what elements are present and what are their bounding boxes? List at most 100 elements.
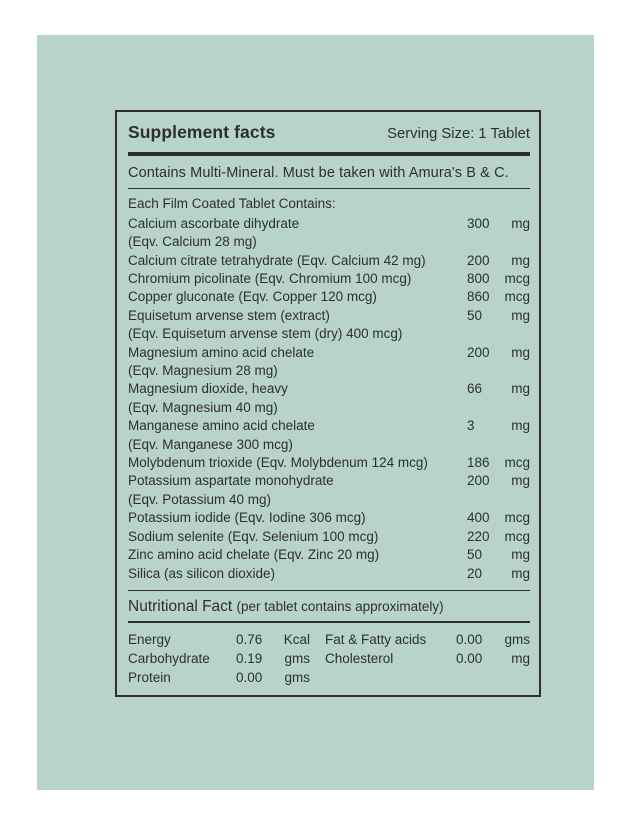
ingredient-amount: [467, 233, 501, 251]
ingredient-amount: 50: [467, 307, 483, 323]
nutrition-value: 0.76: [236, 632, 263, 648]
ingredient-amount: [467, 399, 501, 417]
nutritional-fact-subtitle: (per tablet contains approximately): [236, 599, 444, 615]
nutrition-value: 0.00: [456, 632, 483, 648]
ingredient-unit: mg: [511, 381, 530, 397]
supplement-facts-title: Supplement facts: [128, 122, 276, 142]
ingredient-amount: 200: [467, 473, 490, 489]
ingredient-amount: 200: [467, 252, 490, 268]
nutrition-name: Cholesterol: [325, 651, 394, 667]
ingredient-amount: [467, 491, 501, 509]
ingredient-name: Magnesium amino acid chelate: [128, 344, 315, 360]
thin-divider: [128, 187, 530, 189]
ingredient-row: Silica (as silicon dioxide) 20 mg: [128, 565, 530, 583]
nutrition-row: Energy 0.76 Kcal: [128, 630, 310, 649]
ingredient-amount: 300: [467, 215, 490, 231]
nutrition-row: Carbohydrate 0.19 gms: [128, 649, 310, 668]
ingredient-row: Zinc amino acid chelate (Eqv. Zinc 20 mg…: [128, 546, 530, 564]
ingredient-name: Magnesium dioxide, heavy: [128, 381, 288, 397]
ingredient-amount: 800: [467, 271, 490, 287]
ingredient-row: Manganese amino acid chelate 3 mg: [128, 417, 530, 435]
ingredient-name: (Eqv. Potassium 40 mg): [128, 491, 272, 507]
ingredient-amount: 200: [467, 344, 490, 360]
nutrition-unit: gms: [284, 651, 310, 667]
ingredient-name: Calcium citrate tetrahydrate (Eqv. Calci…: [128, 252, 426, 268]
nutrition-unit: gms: [284, 670, 310, 686]
ingredient-unit: [501, 399, 530, 417]
ingredient-amount: 186: [467, 455, 490, 471]
nutrition-name: Energy: [128, 632, 171, 648]
ingredient-unit: mcg: [504, 271, 530, 287]
ingredient-unit: mg: [511, 252, 530, 268]
ingredient-unit: mg: [511, 307, 530, 323]
nutrition-row: Cholesterol 0.00 mg: [325, 649, 530, 668]
ingredient-name: Potassium aspartate monohydrate: [128, 473, 334, 489]
ingredient-eqv-row: (Eqv. Magnesium 28 mg): [128, 362, 530, 380]
ingredient-name: (Eqv. Magnesium 28 mg): [128, 363, 278, 379]
ingredient-unit: mcg: [504, 289, 530, 305]
nutrition-value: 0.19: [236, 651, 263, 667]
nutrition-value: 0.00: [236, 670, 263, 686]
ingredient-name: (Eqv. Magnesium 40 mg): [128, 399, 278, 415]
ingredient-eqv-row: (Eqv. Calcium 28 mg): [128, 233, 530, 251]
supplement-facts-box: Supplement facts Serving Size: 1 Tablet …: [115, 110, 541, 697]
ingredient-name: (Eqv. Manganese 300 mcg): [128, 436, 293, 452]
ingredient-eqv-row: (Eqv. Equisetum arvense stem (dry) 400 m…: [128, 325, 530, 343]
ingredient-unit: mg: [511, 418, 530, 434]
label-panel: Supplement facts Serving Size: 1 Tablet …: [37, 35, 594, 790]
contains-note: Contains Multi-Mineral. Must be taken wi…: [128, 164, 509, 181]
ingredient-row: Chromium picolinate (Eqv. Chromium 100 m…: [128, 270, 530, 288]
ingredient-row: Molybdenum trioxide (Eqv. Molybdenum 124…: [128, 454, 530, 472]
ingredient-unit: mcg: [504, 528, 530, 544]
nutrition-divider-bottom: [128, 621, 530, 624]
ingredient-name: Silica (as silicon dioxide): [128, 565, 276, 581]
ingredient-amount: 20: [467, 565, 483, 581]
ingredient-row: Magnesium dioxide, heavy 66 mg: [128, 380, 530, 398]
ingredient-unit: mg: [511, 565, 530, 581]
nutrition-name: Fat & Fatty acids: [325, 632, 427, 648]
ingredient-unit: mg: [511, 547, 530, 563]
ingredient-name: (Eqv. Equisetum arvense stem (dry) 400 m…: [128, 326, 403, 342]
ingredient-unit: mg: [511, 473, 530, 489]
ingredient-row: Calcium ascorbate dihydrate 300 mg: [128, 215, 530, 233]
ingredient-name: Equisetum arvense stem (extract): [128, 307, 330, 323]
ingredient-unit: [501, 325, 530, 343]
ingredient-row: Potassium aspartate monohydrate 200 mg: [128, 472, 530, 490]
ingredient-unit: [501, 362, 530, 380]
serving-size-text: Serving Size: 1 Tablet: [387, 126, 530, 142]
ingredient-name: Copper gluconate (Eqv. Copper 120 mcg): [128, 289, 377, 305]
ingredient-amount: 400: [467, 510, 490, 526]
nutritional-fact-title: Nutritional Fact: [128, 598, 237, 616]
ingredient-eqv-row: (Eqv. Manganese 300 mcg): [128, 436, 530, 454]
ingredient-eqv-row: (Eqv. Magnesium 40 mg): [128, 399, 530, 417]
ingredient-amount: 50: [467, 547, 483, 563]
ingredient-name: Potassium iodide (Eqv. Iodine 306 mcg): [128, 510, 366, 526]
nutrition-value: 0.00: [456, 651, 483, 667]
nutrition-row: Fat & Fatty acids 0.00 gms: [325, 630, 530, 649]
ingredients-table: Calcium ascorbate dihydrate 300 mg (Eqv. Ca…: [128, 215, 530, 583]
ingredient-eqv-row: (Eqv. Potassium 40 mg): [128, 491, 530, 509]
ingredient-unit: mg: [511, 215, 530, 231]
nutrition-name: Protein: [128, 670, 171, 686]
nutrition-divider-top: [128, 589, 530, 592]
ingredient-row: Sodium selenite (Eqv. Selenium 100 mcg) 2…: [128, 528, 530, 546]
nutrition-unit: mg: [511, 651, 530, 667]
nutrition-right-column: Fat & Fatty acids 0.00 gms Cholesterol 0.00 m…: [325, 630, 530, 687]
nutrition-table: Energy 0.76 Kcal Carbohydrate 0.19 gms Protein…: [128, 630, 530, 687]
ingredient-row: Equisetum arvense stem (extract) 50 mg: [128, 307, 530, 325]
ingredient-row: Potassium iodide (Eqv. Iodine 306 mcg) 40…: [128, 509, 530, 527]
ingredient-row: Magnesium amino acid chelate 200 mg: [128, 344, 530, 362]
ingredient-amount: [467, 362, 501, 380]
ingredient-name: Chromium picolinate (Eqv. Chromium 100 m…: [128, 271, 412, 287]
thick-divider: [128, 152, 530, 156]
ingredient-amount: 3: [467, 418, 475, 434]
nutrition-unit: Kcal: [283, 632, 310, 648]
ingredient-name: Molybdenum trioxide (Eqv. Molybdenum 124…: [128, 455, 428, 471]
nutrition-unit: gms: [504, 632, 530, 648]
nutrition-name: Carbohydrate: [128, 651, 210, 667]
ingredient-amount: 860: [467, 289, 490, 305]
nutrition-row: Protein 0.00 gms: [128, 668, 310, 687]
ingredient-row: Copper gluconate (Eqv. Copper 120 mcg) 86…: [128, 288, 530, 306]
ingredient-name: (Eqv. Calcium 28 mg): [128, 234, 257, 250]
